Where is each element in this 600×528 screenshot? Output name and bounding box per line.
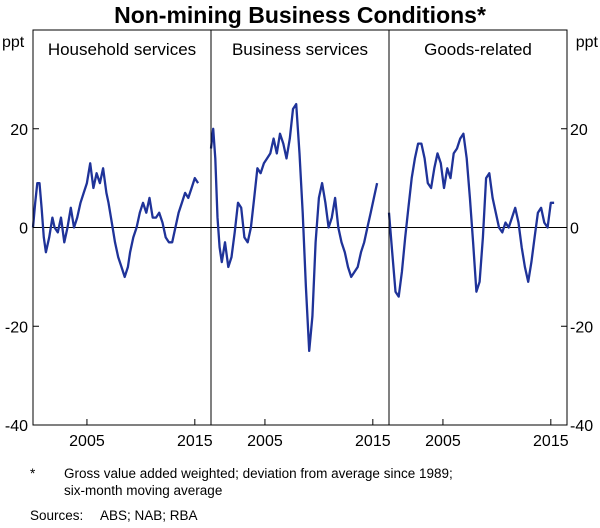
panel-title: Business services	[232, 40, 368, 59]
series-line	[209, 102, 379, 353]
chart-title: Non-mining Business Conditions*	[114, 2, 486, 28]
sources-label: Sources:	[30, 508, 83, 523]
x-tick-label: 2005	[247, 433, 283, 450]
panel-title: Goods-related	[424, 40, 532, 59]
y-tick-label-left: -20	[5, 319, 28, 336]
y-tick-label-left: 20	[10, 122, 28, 139]
panel: Goods-related	[387, 30, 567, 425]
footnote-line-1: Gross value added weighted; deviation fr…	[64, 466, 453, 481]
y-tick-label-left: -40	[5, 418, 28, 435]
y-tick-label-right: 0	[570, 221, 579, 238]
panel-title: Household services	[48, 40, 196, 59]
y-tick-label-right: -40	[570, 418, 593, 435]
footnote-marker: *	[30, 466, 36, 481]
panel: Business services	[209, 30, 389, 425]
y-tick-label-right: -20	[570, 319, 593, 336]
y-tick-label-right: 20	[570, 122, 588, 139]
x-axis: 2005 2015 2005 2015 2005 2015	[69, 419, 569, 450]
panels: Household services Business services Goods…	[31, 30, 567, 425]
x-tick-label: 2015	[533, 433, 569, 450]
x-tick-label: 2005	[69, 433, 105, 450]
y-unit-right: ppt	[576, 34, 599, 51]
sources-text: ABS; NAB; RBA	[100, 508, 198, 523]
x-tick-label: 2005	[425, 433, 461, 450]
panel: Household services	[31, 40, 211, 279]
x-tick-label: 2015	[355, 433, 391, 450]
x-tick-label: 2015	[177, 433, 213, 450]
footnote-line-2: six-month moving average	[64, 483, 222, 498]
series-line	[31, 162, 200, 279]
y-axis: 20 20 0 0 -20 -20 -40 -40	[5, 122, 593, 435]
y-tick-label-left: 0	[19, 221, 28, 238]
series-line	[387, 132, 555, 298]
y-unit-left: ppt	[2, 34, 25, 51]
